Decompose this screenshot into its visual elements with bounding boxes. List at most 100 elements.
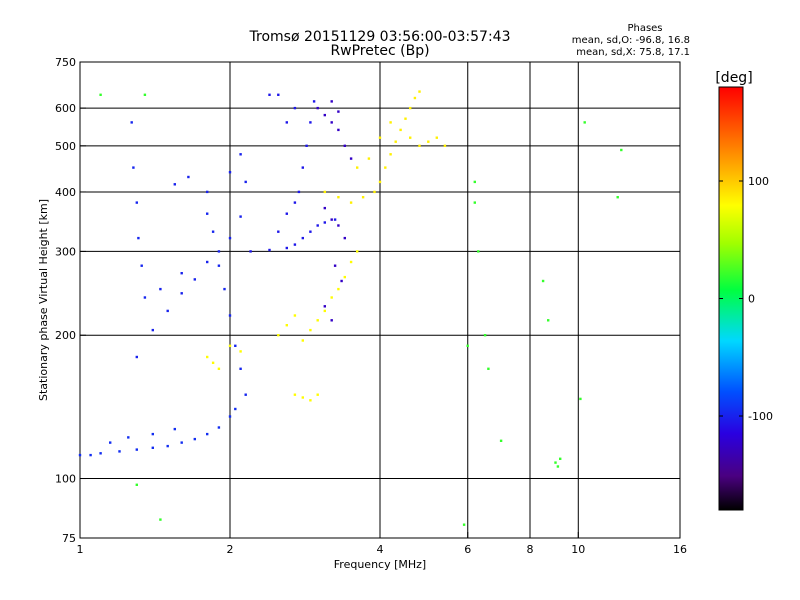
data-point [228, 236, 232, 240]
stats-o: mean, sd,O: -96.8, 16.8 [572, 35, 690, 46]
y-tick-label: 75 [62, 532, 76, 545]
data-point [330, 296, 333, 299]
data-point [343, 236, 346, 240]
data-point [135, 355, 138, 359]
data-point [316, 319, 319, 322]
data-point [159, 518, 162, 521]
data-point [239, 215, 242, 218]
x-tick-label: 2 [227, 543, 234, 556]
data-point [330, 121, 333, 124]
data-point [579, 397, 582, 401]
data-point [337, 224, 340, 227]
data-point [301, 396, 304, 399]
data-point [211, 361, 215, 364]
data-point [193, 437, 196, 441]
data-point [285, 324, 288, 327]
data-point [309, 121, 312, 124]
y-tick-label: 400 [55, 186, 76, 199]
data-point [435, 136, 438, 139]
data-point [541, 279, 545, 283]
data-point [462, 523, 466, 526]
data-point [89, 453, 92, 457]
data-point [127, 436, 130, 439]
data-point [228, 314, 232, 317]
data-point [556, 465, 560, 468]
data-point [78, 453, 82, 457]
x-axis-ticks: 1 2 4 6 8 10 16 [77, 532, 687, 556]
data-point [293, 314, 297, 317]
data-point [409, 136, 412, 139]
data-point [109, 441, 112, 444]
data-point [389, 153, 392, 156]
data-point [394, 140, 397, 143]
chart-title: Tromsø 20151129 03:56:00-03:57:43 [249, 29, 511, 45]
data-point [268, 248, 271, 252]
data-point [312, 100, 316, 103]
data-point [477, 250, 480, 253]
data-point [309, 399, 312, 402]
y-tick-label: 300 [55, 245, 76, 258]
data-point [217, 367, 221, 370]
data-point [367, 157, 371, 160]
data-point [337, 128, 340, 132]
data-point [228, 344, 232, 347]
data-point [309, 328, 312, 332]
colorbar-tick-label: 0 [748, 293, 755, 306]
stats-header: Phases [627, 23, 662, 34]
data-point [173, 427, 176, 431]
data-point [166, 309, 169, 313]
data-point [330, 100, 333, 103]
data-point [159, 287, 162, 291]
data-point [301, 339, 304, 342]
data-point [323, 309, 326, 313]
x-tick-label: 10 [571, 543, 585, 556]
data-point [234, 344, 237, 347]
data-point [173, 183, 176, 186]
data-point [305, 144, 308, 147]
data-point [361, 196, 365, 199]
data-point [418, 90, 421, 93]
data-point [378, 136, 382, 139]
data-point [316, 393, 319, 396]
data-point [349, 201, 353, 204]
data-point [333, 264, 337, 267]
data-point [316, 106, 319, 110]
data-point [323, 190, 326, 194]
data-point [473, 201, 476, 204]
data-point [389, 121, 392, 124]
y-axis-label: Stationary phase Virtual Height [km] [37, 199, 50, 401]
data-point [135, 201, 138, 204]
y-axis-ticks: 75 100 200 300 400 500 600 750 [55, 56, 86, 545]
data-point [333, 218, 337, 221]
data-point [239, 350, 242, 353]
data-point [143, 93, 147, 96]
data-point [547, 319, 550, 322]
data-point [217, 264, 221, 267]
data-point [285, 121, 288, 124]
data-point [244, 393, 247, 396]
stats-x: mean, sd,X: 75.8, 17.1 [576, 47, 690, 58]
data-point [285, 246, 288, 250]
data-point [309, 230, 312, 233]
data-point [404, 117, 407, 120]
data-point [349, 157, 353, 160]
data-point [427, 140, 430, 143]
data-point [135, 448, 138, 451]
data-point [323, 305, 326, 308]
data-point [234, 407, 237, 411]
x-tick-label: 6 [464, 543, 471, 556]
data-point [228, 415, 232, 418]
x-tick-label: 4 [377, 543, 384, 556]
data-point [118, 450, 121, 453]
grid-lines [80, 62, 680, 538]
data-point [409, 106, 412, 110]
data-point [132, 166, 135, 169]
data-point [151, 446, 154, 449]
data-point [443, 144, 447, 147]
data-point [180, 292, 183, 295]
data-point [378, 180, 382, 184]
data-point [135, 483, 138, 486]
data-point [99, 93, 102, 96]
data-point [140, 264, 143, 267]
data-point [349, 260, 353, 264]
